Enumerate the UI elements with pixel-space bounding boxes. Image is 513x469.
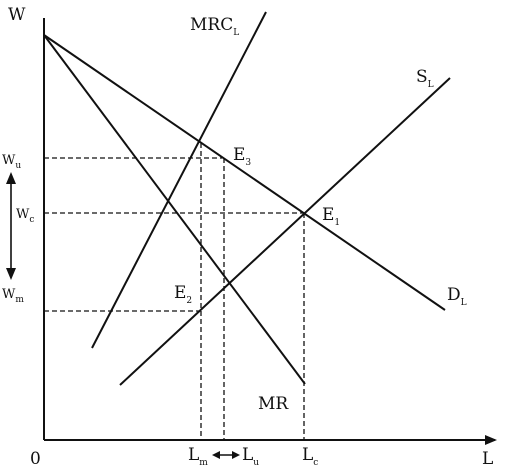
mr-curve	[43, 34, 306, 385]
wm-label: Wm	[2, 287, 24, 305]
x-axis-label: L	[482, 449, 493, 469]
mrc-curve	[91, 11, 267, 349]
demand-curve	[43, 34, 446, 311]
e3-label: E3	[233, 145, 251, 168]
e2-label: E2	[174, 283, 192, 306]
labor-range-arrow-left	[212, 451, 220, 459]
demand-label: DL	[447, 285, 467, 308]
lu-label: Lu	[242, 445, 259, 468]
wage-range-arrow-up	[6, 172, 16, 184]
mr-label: MR	[258, 394, 289, 414]
wu-label: Wu	[2, 153, 21, 171]
origin-label: 0	[30, 449, 41, 469]
labor-range-arrow-right	[232, 451, 240, 459]
mrc-label: MRCL	[190, 15, 239, 38]
x-axis-arrowhead	[485, 435, 497, 445]
wage-range-arrow-down	[6, 268, 16, 280]
supply-curve	[119, 77, 451, 386]
wc-label: Wc	[16, 207, 34, 225]
lc-label: Lc	[302, 445, 318, 468]
lm-label: Lm	[188, 445, 208, 468]
supply-label: SL	[416, 67, 434, 90]
y-axis-label: W	[8, 5, 26, 25]
e1-label: E1	[322, 205, 340, 228]
